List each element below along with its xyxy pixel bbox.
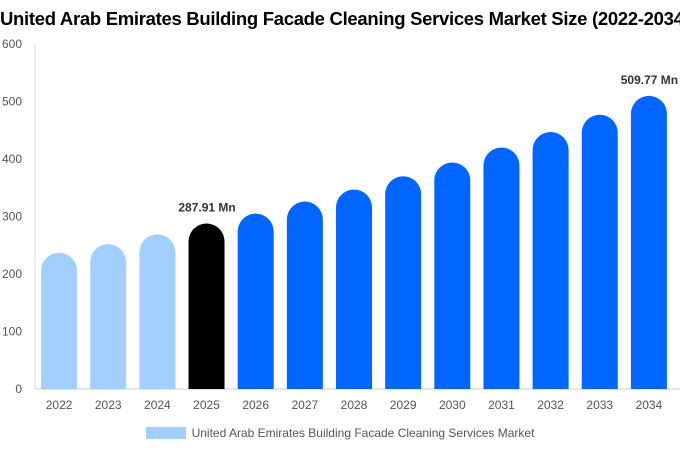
y-tick-label: 300 [2,210,22,224]
data-label: 287.91 Mn [178,200,235,214]
x-tick-label: 2029 [390,398,417,412]
bar-2033 [581,114,618,389]
bar-2028 [336,189,372,389]
chart-title: United Arab Emirates Building Facade Cle… [0,8,680,29]
bar-2027 [286,201,323,389]
bar-2029 [385,176,422,389]
legend: United Arab Emirates Building Facade Cle… [0,426,680,440]
bar-2026 [237,213,274,389]
bar-2034 [630,95,667,389]
x-tick-label: 2026 [242,398,269,412]
x-tick-label: 2027 [291,398,318,412]
x-tick-label: 2034 [636,398,663,412]
x-tick-label: 2028 [341,398,368,412]
x-tick-label: 2030 [439,398,466,412]
y-tick-label: 100 [2,325,22,339]
bar-2032 [532,131,569,389]
bar-2030 [434,162,471,389]
x-tick-label: 2032 [537,398,564,412]
legend-swatch [145,427,186,439]
y-tick-label: 0 [15,382,22,396]
y-tick-label: 200 [2,267,22,281]
x-tick-label: 2023 [95,398,122,412]
bar-2025 [188,223,225,389]
x-tick-label: 2031 [488,398,515,412]
data-label: 509.77 Mn [621,73,678,87]
bar-2023 [90,244,127,389]
x-tick-label: 2024 [144,398,171,412]
bar-2022 [41,252,78,389]
y-tick-label: 600 [2,37,22,51]
x-tick-label: 2033 [586,398,613,412]
bar-2031 [483,147,520,389]
y-tick-label: 500 [2,95,22,109]
x-tick-label: 2022 [46,398,73,412]
legend-label: United Arab Emirates Building Facade Cle… [191,426,535,440]
bar-2024 [139,234,176,389]
x-tick-label: 2025 [193,398,220,412]
y-tick-label: 400 [2,152,22,166]
